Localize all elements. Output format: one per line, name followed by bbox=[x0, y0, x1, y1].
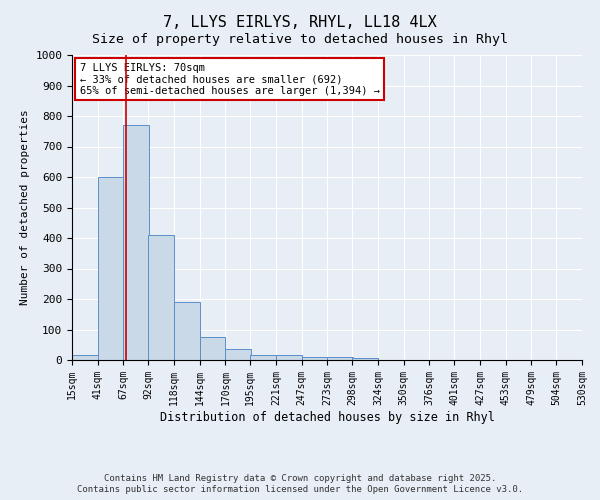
Bar bbox=[302, 357, 328, 360]
Text: Contains HM Land Registry data © Crown copyright and database right 2025.
Contai: Contains HM Land Registry data © Crown c… bbox=[77, 474, 523, 494]
Text: 7, LLYS EIRLYS, RHYL, LL18 4LX: 7, LLYS EIRLYS, RHYL, LL18 4LX bbox=[163, 15, 437, 30]
X-axis label: Distribution of detached houses by size in Rhyl: Distribution of detached houses by size … bbox=[160, 410, 494, 424]
Bar bbox=[72, 356, 98, 360]
Y-axis label: Number of detached properties: Number of detached properties bbox=[20, 110, 30, 306]
Bar bbox=[328, 357, 353, 360]
Text: Size of property relative to detached houses in Rhyl: Size of property relative to detached ho… bbox=[92, 32, 508, 46]
Bar bbox=[276, 356, 302, 360]
Bar bbox=[352, 358, 378, 360]
Bar bbox=[124, 125, 149, 360]
Bar bbox=[200, 337, 226, 360]
Bar bbox=[226, 350, 251, 360]
Bar bbox=[148, 235, 174, 360]
Bar bbox=[250, 356, 276, 360]
Text: 7 LLYS EIRLYS: 70sqm
← 33% of detached houses are smaller (692)
65% of semi-deta: 7 LLYS EIRLYS: 70sqm ← 33% of detached h… bbox=[80, 62, 380, 96]
Bar bbox=[98, 177, 124, 360]
Bar bbox=[174, 302, 200, 360]
